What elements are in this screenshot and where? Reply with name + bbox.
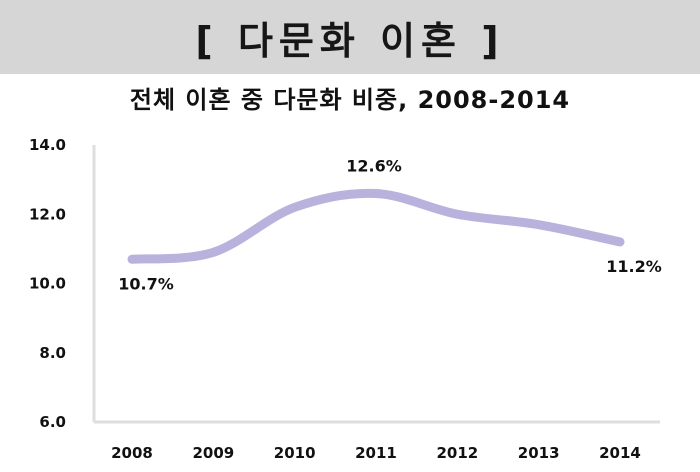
x-tick-label: 2009: [192, 444, 234, 462]
header-bar: [ 다문화 이혼 ]: [0, 0, 700, 74]
x-tick-label: 2012: [436, 444, 478, 462]
series-line: [127, 188, 625, 264]
x-tick-label: 2010: [274, 444, 316, 462]
data-label: 11.2%: [606, 257, 662, 276]
x-tick-label: 2014: [599, 444, 641, 462]
x-tick-label: 2013: [518, 444, 560, 462]
y-tick-label: 10.0: [29, 275, 66, 293]
y-tick-label: 14.0: [29, 136, 66, 154]
chart-title: 전체 이혼 중 다문화 비중, 2008-2014: [129, 86, 571, 114]
x-tick-label: 2008: [111, 444, 153, 462]
y-tick-label: 8.0: [39, 344, 66, 362]
y-tick-label: 12.0: [29, 205, 66, 223]
y-tick-label: 6.0: [39, 413, 66, 431]
data-label: 10.7%: [118, 274, 174, 293]
page-title: [ 다문화 이혼 ]: [195, 18, 505, 63]
x-tick-label: 2011: [355, 444, 397, 462]
data-label: 12.6%: [346, 156, 402, 175]
